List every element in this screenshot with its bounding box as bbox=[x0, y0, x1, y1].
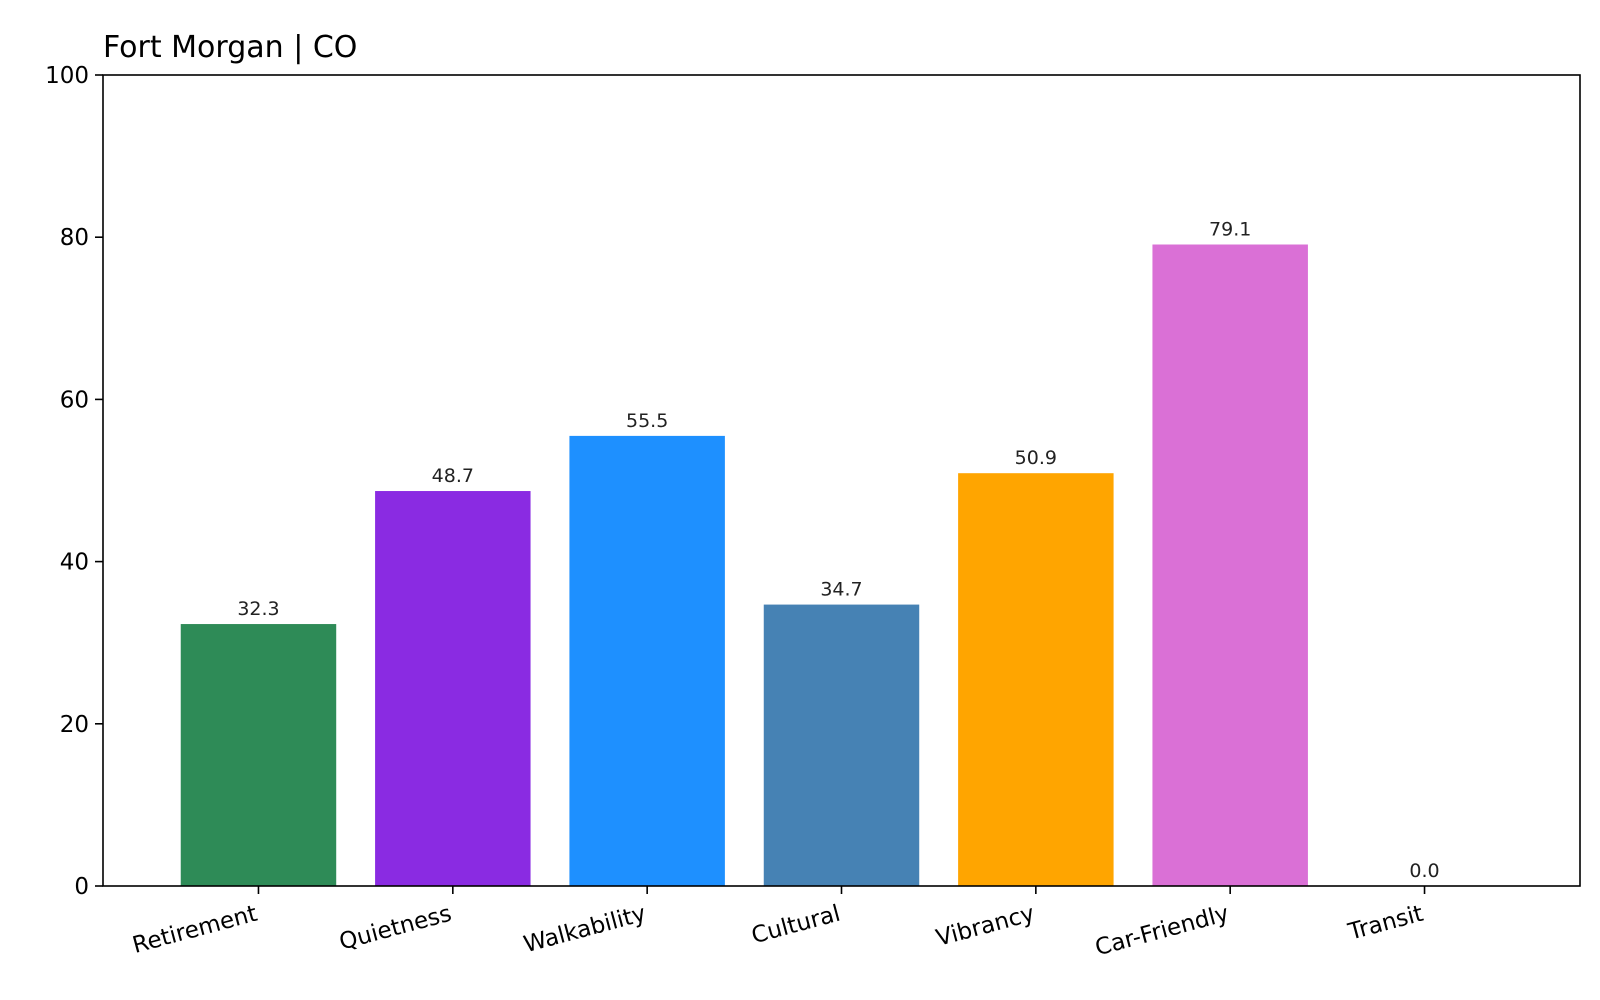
x-tick-label: Retirement bbox=[130, 901, 260, 959]
data-label: 48.7 bbox=[432, 465, 474, 487]
y-tick-label: 60 bbox=[60, 387, 89, 413]
y-tick-label: 40 bbox=[60, 550, 89, 576]
y-tick-label: 0 bbox=[74, 874, 89, 900]
bar-car-friendly bbox=[1152, 244, 1308, 886]
x-tick-label: Car-Friendly bbox=[1093, 901, 1232, 962]
data-label: 32.3 bbox=[237, 598, 279, 620]
x-tick-label: Transit bbox=[1345, 901, 1426, 946]
bar-vibrancy bbox=[958, 473, 1114, 886]
data-label: 55.5 bbox=[626, 410, 668, 432]
data-label: 79.1 bbox=[1209, 219, 1251, 241]
y-tick-label: 20 bbox=[60, 712, 89, 738]
y-axis: 0 20 40 60 80 100 bbox=[45, 63, 103, 900]
y-tick-label: 100 bbox=[45, 63, 89, 89]
bar-cultural bbox=[763, 604, 920, 886]
x-tick-label: Walkability bbox=[521, 901, 649, 959]
x-tick-label: Cultural bbox=[749, 901, 843, 950]
chart-title: Fort Morgan | CO bbox=[103, 30, 357, 65]
data-labels-layer: 32.3 48.7 55.5 34.7 50.9 79.1 0.0 bbox=[237, 219, 1439, 883]
data-label: 0.0 bbox=[1409, 860, 1439, 882]
data-label: 50.9 bbox=[1015, 447, 1057, 469]
x-tick-label: Quietness bbox=[337, 901, 455, 956]
y-tick-label: 80 bbox=[60, 225, 89, 251]
bars-layer bbox=[180, 244, 1308, 886]
bar-retirement bbox=[180, 624, 337, 886]
data-label: 34.7 bbox=[820, 579, 862, 601]
bar-quietness bbox=[375, 491, 531, 886]
x-axis: Retirement Quietness Walkability Cultural Vi… bbox=[130, 886, 1426, 961]
bar-walkability bbox=[569, 435, 725, 886]
x-tick-label: Vibrancy bbox=[933, 901, 1037, 952]
